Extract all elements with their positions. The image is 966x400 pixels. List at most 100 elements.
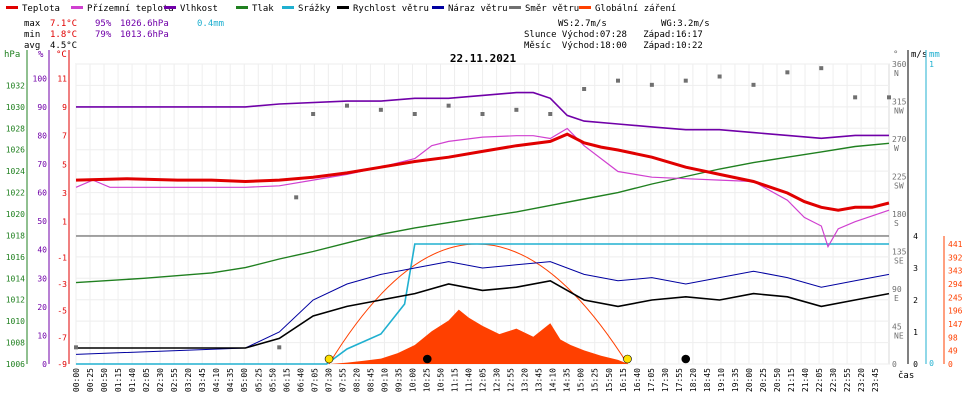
tick-x: 13:20 — [521, 368, 530, 392]
wind-direction-point — [277, 345, 282, 350]
legend-swatch — [432, 6, 444, 9]
tick-x: 09:10 — [380, 368, 389, 392]
tick-wind-dir: 180 — [892, 210, 907, 219]
tick-x: 16:15 — [619, 368, 628, 392]
axis-unit-percent: % — [38, 50, 44, 60]
legend-swatch — [337, 6, 349, 9]
tick-x: 10:25 — [423, 368, 432, 392]
series-pressure — [75, 142, 890, 284]
wind-direction-point — [548, 112, 553, 116]
tick-radiation: 49 — [948, 347, 958, 356]
tick-hpa: 1014 — [6, 274, 25, 283]
stats-press-max: 1026.6hPa — [120, 19, 169, 29]
tick-x: 23:45 — [871, 368, 880, 392]
series-humidity — [76, 91, 889, 140]
wind-direction-point — [717, 74, 722, 79]
chart-title: 22.11.2021 — [450, 52, 517, 65]
tick-x: 20:00 — [745, 368, 754, 392]
stats-hum-min: 79% — [95, 30, 112, 40]
tick-wind-dir-name: SW — [894, 182, 904, 191]
tick-hpa: 1032 — [6, 81, 25, 90]
stats-hum-max: 95% — [95, 19, 112, 29]
tick-hpa: 1012 — [6, 296, 25, 305]
tick-wind-speed: 4 — [913, 232, 918, 241]
tick-hpa: 1026 — [6, 146, 25, 155]
wind-direction-point — [480, 112, 485, 116]
wind-direction-point — [887, 95, 891, 100]
tick-wind-dir-name: S — [894, 219, 899, 228]
tick-x: 15:50 — [605, 368, 614, 392]
tick-percent: 50 — [37, 217, 47, 226]
series-radiation — [76, 309, 889, 364]
tick-x: 17:55 — [675, 368, 684, 392]
axis-unit-ms: m/s — [911, 50, 927, 60]
legend-label: Vlhkost — [180, 4, 218, 14]
info-block: WS:2.7m/s WG:3.2m/s Slunce Východ:07:28 … — [524, 19, 710, 51]
series-temperature — [75, 132, 890, 212]
event-moonset — [422, 354, 432, 364]
tick-hpa: 1016 — [6, 253, 25, 262]
tick-radiation: 147 — [948, 320, 963, 329]
wind-direction-point — [582, 87, 587, 91]
tick-percent: 40 — [37, 246, 47, 255]
x-axis: 00:00 00:25 00:50 01:15 01:40 02:05 02:30 02:55… — [72, 368, 880, 392]
tick-wind-speed: 0 — [913, 360, 918, 369]
tick-wind-speed: 1 — [913, 328, 918, 337]
tick-x: 11:40 — [465, 368, 474, 392]
tick-x: 11:15 — [451, 368, 460, 392]
legend-label: Směr větru — [525, 4, 579, 14]
tick-x: 02:30 — [156, 368, 165, 392]
wind-direction-point — [345, 103, 349, 108]
legend-label: Rychlost větru — [353, 4, 429, 14]
tick-x: 10:50 — [437, 368, 446, 392]
tick-wind-dir-name: NW — [894, 107, 904, 116]
tick-wind-speed: 2 — [913, 296, 918, 305]
legend-swatch — [71, 6, 83, 9]
tick-rain-zero: 0 — [929, 359, 934, 368]
info-sun: Slunce Východ:07:28 Západ:16:17 — [524, 30, 703, 40]
series-wind-gust — [75, 261, 890, 355]
info-moon: Měsíc Východ:18:00 Západ:10:22 — [524, 41, 703, 51]
tick-celsius-upper: 5 — [62, 160, 67, 169]
tick-hpa: 1010 — [6, 317, 25, 326]
wind-direction-point — [446, 103, 451, 108]
legend-swatch — [6, 6, 18, 9]
tick-x: 22:55 — [843, 368, 852, 392]
tick-x: 02:55 — [170, 368, 179, 392]
tick-radiation: 392 — [948, 253, 963, 262]
tick-x: 13:45 — [535, 368, 544, 392]
legend-label: Teplota — [22, 4, 60, 14]
tick-x: 21:40 — [801, 368, 810, 392]
tick-celsius-lower: -1 — [57, 253, 67, 262]
event-sunset — [623, 354, 632, 364]
tick-x: 00:25 — [86, 368, 95, 392]
wind-direction-point — [412, 112, 417, 116]
legend-swatch — [509, 6, 521, 9]
tick-percent: 30 — [37, 274, 47, 283]
legend-label: Globální záření — [595, 4, 676, 14]
tick-x: 18:45 — [703, 368, 712, 392]
wind-direction-point — [378, 107, 383, 112]
tick-x: 12:05 — [479, 368, 488, 392]
tick-x: 18:20 — [689, 368, 698, 392]
legend-swatch — [579, 6, 591, 9]
tick-wind-dir-name: SE — [894, 257, 904, 266]
tick-rain-top: 1 — [929, 60, 934, 69]
legend-label: Tlak — [252, 4, 274, 14]
tick-wind-dir-name: NE — [894, 332, 904, 341]
tick-x: 16:40 — [633, 368, 642, 392]
plot-series — [74, 66, 891, 365]
wind-direction-point — [616, 78, 620, 83]
legend-swatch — [236, 6, 248, 9]
stats-label-max: max — [24, 19, 41, 29]
legend-swatch — [282, 6, 294, 9]
wind-direction-point — [514, 107, 519, 112]
tick-x: 17:05 — [647, 368, 656, 392]
tick-x: 03:20 — [184, 368, 193, 392]
axis-unit-hpa: hPa — [4, 50, 20, 60]
tick-x: 05:25 — [254, 368, 263, 392]
tick-celsius-upper: 9 — [62, 103, 67, 112]
tick-wind-dir: 360 — [892, 60, 907, 69]
